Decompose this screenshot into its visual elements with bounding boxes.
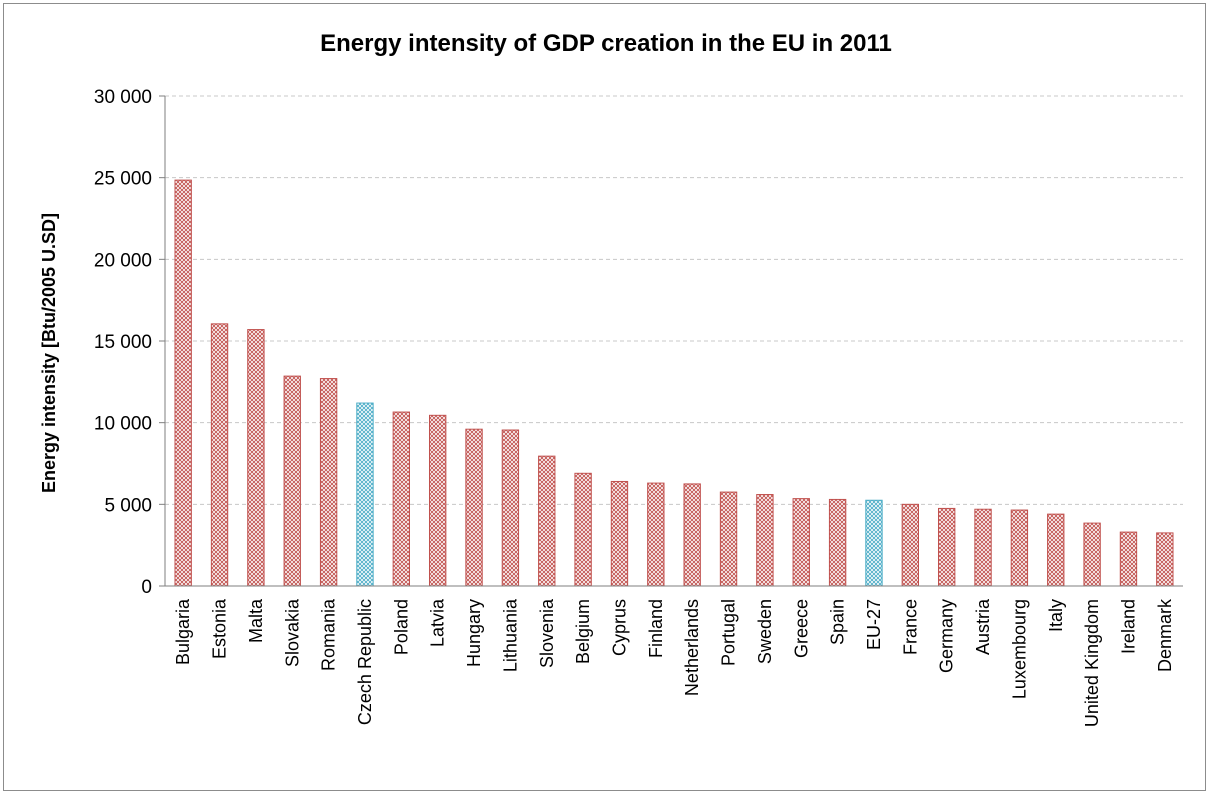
gridlines: [165, 95, 1183, 505]
bar-ireland: [1119, 531, 1138, 587]
x-tick-label: EU-27: [864, 599, 884, 650]
x-tick-label: Finland: [646, 599, 666, 658]
y-tick-label: 0: [141, 577, 152, 598]
x-tick-label: Austria: [973, 598, 993, 655]
x-tick-label: Belgium: [573, 599, 593, 664]
bar-luxembourg: [1010, 509, 1029, 587]
bar-spain: [828, 498, 847, 587]
bar-estonia: [210, 323, 229, 587]
bar-denmark: [1156, 532, 1174, 587]
bar-greece: [792, 498, 810, 587]
x-category-labels: Bulgaria Estonia Malta Slovakia Romania Czech…: [173, 598, 1175, 727]
x-tick-label: Malta: [246, 598, 266, 643]
bar-belgium: [574, 472, 592, 587]
x-tick-label: United Kingdom: [1082, 599, 1102, 727]
y-tick-label: 20 000: [94, 250, 152, 271]
bar-malta: [247, 329, 265, 587]
y-tick-label: 10 000: [94, 414, 152, 435]
y-tick-label: 15 000: [94, 332, 152, 353]
bar-bulgaria: [174, 179, 192, 587]
bar-slovakia: [283, 375, 301, 587]
bar-sweden: [756, 494, 774, 587]
x-tick-label: Denmark: [1155, 598, 1175, 672]
bar-portugal: [719, 491, 738, 587]
x-tick-label: Cyprus: [609, 599, 629, 656]
y-axis-label: Energy intensity [Btu/2005 U.SD]: [39, 213, 59, 493]
bar-czech-republic: [356, 402, 374, 587]
x-tick-label: Slovakia: [282, 598, 302, 667]
x-tick-label: Italy: [1046, 599, 1066, 632]
x-tick-label: Czech Republic: [355, 599, 375, 725]
chart-title: Energy intensity of GDP creation in the …: [320, 30, 892, 57]
axes: [159, 95, 1183, 587]
bar-france: [901, 503, 920, 587]
x-tick-label: Greece: [791, 599, 811, 658]
x-tick-label: Portugal: [719, 599, 739, 666]
x-tick-label: Poland: [391, 599, 411, 655]
x-tick-label: Slovenia: [537, 598, 557, 668]
bar-united-kingdom: [1083, 522, 1101, 587]
x-tick-label: Luxembourg: [1009, 599, 1029, 699]
x-tick-label: Sweden: [755, 599, 775, 664]
bar-hungary: [465, 428, 483, 587]
x-tick-label: Ireland: [1118, 599, 1138, 654]
x-tick-label: Bulgaria: [173, 598, 193, 665]
x-tick-label: Hungary: [464, 599, 484, 667]
y-tick-label: 30 000: [94, 87, 152, 108]
chart-frame: [3, 3, 1206, 791]
bar-italy: [1047, 513, 1065, 587]
x-tick-label: Estonia: [210, 598, 230, 659]
y-tick-label: 5 000: [104, 495, 152, 516]
y-tick-labels: 0 5 000 10 000 15 000 20 000 25 000 30 000: [94, 87, 152, 598]
bar-germany: [937, 507, 956, 587]
x-tick-label: Romania: [319, 598, 339, 671]
x-tick-label: Netherlands: [682, 599, 702, 696]
x-tick-label: Lithuania: [500, 598, 520, 672]
bar-lithuania: [501, 429, 520, 587]
bar-netherlands: [683, 483, 701, 587]
x-tick-label: Spain: [828, 599, 848, 645]
x-tick-label: Latvia: [428, 598, 448, 647]
bars: [174, 179, 1174, 587]
bar-slovenia: [538, 455, 556, 587]
bar-latvia: [428, 414, 447, 587]
bar-eu-27: [865, 499, 883, 587]
x-tick-label: France: [900, 599, 920, 655]
bar-poland: [392, 411, 411, 587]
y-tick-label: 25 000: [94, 169, 152, 190]
bar-romania: [319, 378, 338, 587]
bar-finland: [647, 482, 665, 587]
x-tick-label: Germany: [937, 599, 957, 673]
bar-cyprus: [610, 480, 629, 587]
bar-austria: [974, 508, 992, 587]
